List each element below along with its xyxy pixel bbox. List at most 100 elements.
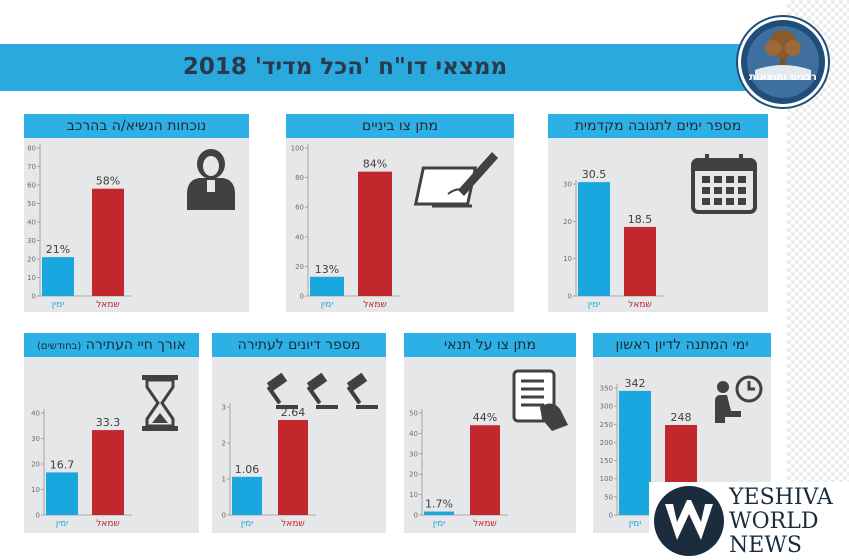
waiting-clock-icon (715, 375, 763, 423)
watermark-line3: NEWS (729, 533, 802, 558)
y-tick-label: 0 (609, 512, 613, 520)
y-tick-label: 2 (222, 440, 226, 448)
category-label: ימין (56, 519, 69, 529)
bar-left (278, 419, 308, 515)
gavels-icon (266, 372, 378, 409)
y-tick-label: 0 (36, 512, 40, 520)
panel-days-priority: 0 10 20 30 30.5 ימין 18.5 שמאל מספר ימים לתגובה… (548, 114, 768, 312)
calendar-icon (691, 154, 757, 214)
y-tick-label: 0 (300, 293, 304, 301)
y-tick-label: 20 (563, 218, 572, 226)
y-tick-label: 50 (409, 410, 418, 418)
y-tick-label: 60 (295, 204, 304, 212)
chart-petition-life: 0 10 20 30 40 16.7 ימין 33.3 שמאל (31, 375, 178, 529)
panel-petition-life: 0 10 20 30 40 16.7 ימין 33.3 שמאל אורך חיי העתיר… (24, 333, 199, 533)
bar-right (619, 390, 651, 515)
data-label: 248 (671, 411, 692, 424)
y-tick-label: 80 (27, 145, 36, 153)
bar-right (42, 257, 74, 296)
category-label: ימין (433, 519, 446, 529)
chart-interim-order: 0 20 40 60 80 100 13% ימין 84% שמאל (291, 144, 498, 310)
page-title: ממצאי דו"ח 'הכל מדיד' 2018 (182, 54, 508, 80)
category-label: ימין (321, 300, 334, 310)
panel-interim-order: 0 20 40 60 80 100 13% ימין 84% שמאל מתן צו ביניים (286, 114, 514, 312)
panel-presence: 0 10 20 30 40 50 60 70 80 21% ימין 58% שמאל נוכחות ה… (24, 114, 249, 312)
data-label: 16.7 (50, 458, 75, 471)
data-label: 1.06 (235, 463, 260, 476)
category-label: שמאל (96, 519, 120, 529)
panel-title: ימי המתנה לדיון ראשון (593, 333, 771, 357)
watermark-line2: WORLD (729, 509, 819, 534)
y-tick-label: 0 (32, 293, 36, 301)
y-tick-label: 200 (600, 439, 613, 447)
y-tick-label: 20 (31, 461, 40, 469)
y-tick-label: 3 (222, 404, 226, 412)
data-label: 1.7% (425, 498, 453, 511)
panel-title: מתן צו ביניים (286, 114, 514, 138)
y-tick-label: 40 (31, 410, 40, 418)
y-tick-label: 20 (295, 263, 304, 271)
category-label: ימין (241, 519, 254, 529)
bar-left (92, 188, 124, 296)
y-tick-label: 10 (27, 274, 36, 282)
category-label: ימין (52, 300, 65, 310)
data-label: 21% (46, 243, 70, 256)
y-tick-label: 40 (409, 430, 418, 438)
judge-icon (187, 149, 235, 210)
y-tick-label: 0 (414, 512, 418, 520)
bar-right (310, 276, 344, 296)
data-label: 30.5 (582, 168, 607, 181)
y-tick-label: 20 (409, 471, 418, 479)
yw-logo-icon (654, 486, 724, 556)
y-tick-label: 0 (222, 512, 226, 520)
y-tick-label: 100 (600, 475, 613, 483)
y-tick-label: 50 (27, 200, 36, 208)
y-tick-label: 250 (600, 421, 613, 429)
y-tick-label: 40 (295, 233, 304, 241)
data-label: 13% (315, 263, 339, 276)
y-tick-label: 10 (563, 255, 572, 263)
category-label: שמאל (363, 300, 387, 310)
bar-right (232, 476, 262, 515)
bar-left (358, 171, 392, 296)
bar-left (624, 226, 656, 296)
panel-conditional-order: 0 10 20 30 40 50 1.7% ימין 44% שמאל מתן צו על תנא… (404, 333, 576, 533)
bar-right (578, 182, 610, 296)
chart-hearings-count: 0 1 2 3 1.06 ימין 2.64 שמאל (222, 372, 378, 529)
watermark: YESHIVA WORLD NEWS (649, 482, 849, 560)
y-tick-label: 100 (291, 145, 304, 153)
y-tick-label: 30 (563, 181, 572, 189)
y-tick-label: 150 (600, 457, 613, 465)
tree-icon (747, 26, 819, 98)
y-tick-label: 10 (31, 486, 40, 494)
bar-right (46, 472, 78, 515)
y-tick-label: 50 (604, 493, 613, 501)
data-label: 84% (363, 158, 387, 171)
bar-right (424, 511, 454, 515)
y-tick-label: 60 (27, 182, 36, 190)
panel-title: נוכחות הנשיא/ה בהרכב (24, 114, 249, 138)
y-tick-label: 10 (409, 491, 418, 499)
data-label: 33.3 (96, 416, 121, 429)
data-label: 2.64 (281, 406, 306, 419)
category-label: שמאל (96, 300, 120, 310)
bar-left (470, 425, 500, 515)
y-tick-label: 70 (27, 163, 36, 171)
panel-title: אורך חיי העתירה (בחודשים) (24, 333, 199, 357)
category-label: ימין (588, 300, 601, 310)
category-label: שמאל (473, 519, 497, 529)
category-label: שמאל (281, 519, 305, 529)
logo: רבנים ותוצאות (738, 17, 828, 107)
y-tick-label: 30 (27, 237, 36, 245)
data-label: 44% (473, 411, 497, 424)
document-hand-icon (512, 369, 568, 431)
chart-conditional-order: 0 10 20 30 40 50 1.7% ימין 44% שמאל (409, 369, 568, 529)
category-label: ימין (629, 519, 642, 529)
y-tick-label: 300 (600, 403, 613, 411)
logo-text: רבנים ותוצאות (749, 72, 817, 83)
panel-title: מספר ימים לתגובה מקדמית (548, 114, 768, 138)
panel-title-note: (בחודשים) (37, 341, 82, 352)
data-label: 58% (96, 175, 120, 188)
y-tick-label: 30 (409, 450, 418, 458)
